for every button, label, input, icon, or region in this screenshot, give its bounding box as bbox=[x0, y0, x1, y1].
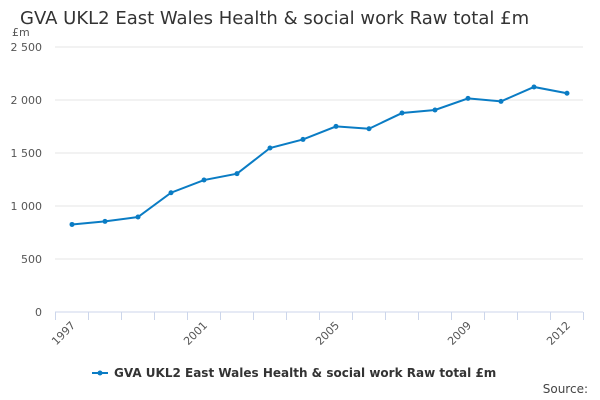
data-point bbox=[300, 136, 306, 142]
data-point bbox=[102, 218, 108, 224]
data-point bbox=[432, 107, 438, 113]
data-point bbox=[366, 126, 372, 132]
data-point bbox=[234, 171, 240, 177]
x-tick-label: 2009 bbox=[445, 319, 474, 348]
series-line bbox=[71, 85, 568, 226]
legend-item[interactable]: GVA UKL2 East Wales Health & social work… bbox=[92, 366, 496, 380]
y-axis-label: £m bbox=[12, 26, 30, 39]
y-tick-label: 1 500 bbox=[11, 147, 43, 160]
data-point bbox=[333, 123, 339, 129]
x-tick-label: 2001 bbox=[181, 319, 210, 348]
x-tick-label: 2005 bbox=[313, 319, 342, 348]
data-point bbox=[531, 84, 537, 90]
legend-label: GVA UKL2 East Wales Health & social work… bbox=[114, 366, 497, 380]
y-tick-label: 1 000 bbox=[11, 200, 43, 213]
source-label: Source: bbox=[542, 382, 588, 396]
y-tick-label: 2 000 bbox=[11, 94, 43, 107]
data-point bbox=[201, 177, 207, 183]
data-point bbox=[399, 110, 405, 116]
data-point bbox=[135, 214, 141, 220]
y-tick-label: 2 500 bbox=[11, 41, 43, 54]
data-point bbox=[168, 190, 174, 196]
data-point bbox=[498, 98, 504, 104]
x-tick-label: 1997 bbox=[49, 319, 78, 348]
legend-line-icon bbox=[92, 370, 108, 376]
y-tick-label: 0 bbox=[35, 306, 42, 319]
data-point bbox=[69, 221, 75, 227]
data-point bbox=[465, 95, 471, 101]
x-tick-label: 2012 bbox=[544, 319, 573, 348]
data-point bbox=[267, 145, 273, 151]
data-point bbox=[564, 90, 570, 96]
y-tick-label: 500 bbox=[21, 253, 42, 266]
chart-title: GVA UKL2 East Wales Health & social work… bbox=[20, 8, 530, 29]
